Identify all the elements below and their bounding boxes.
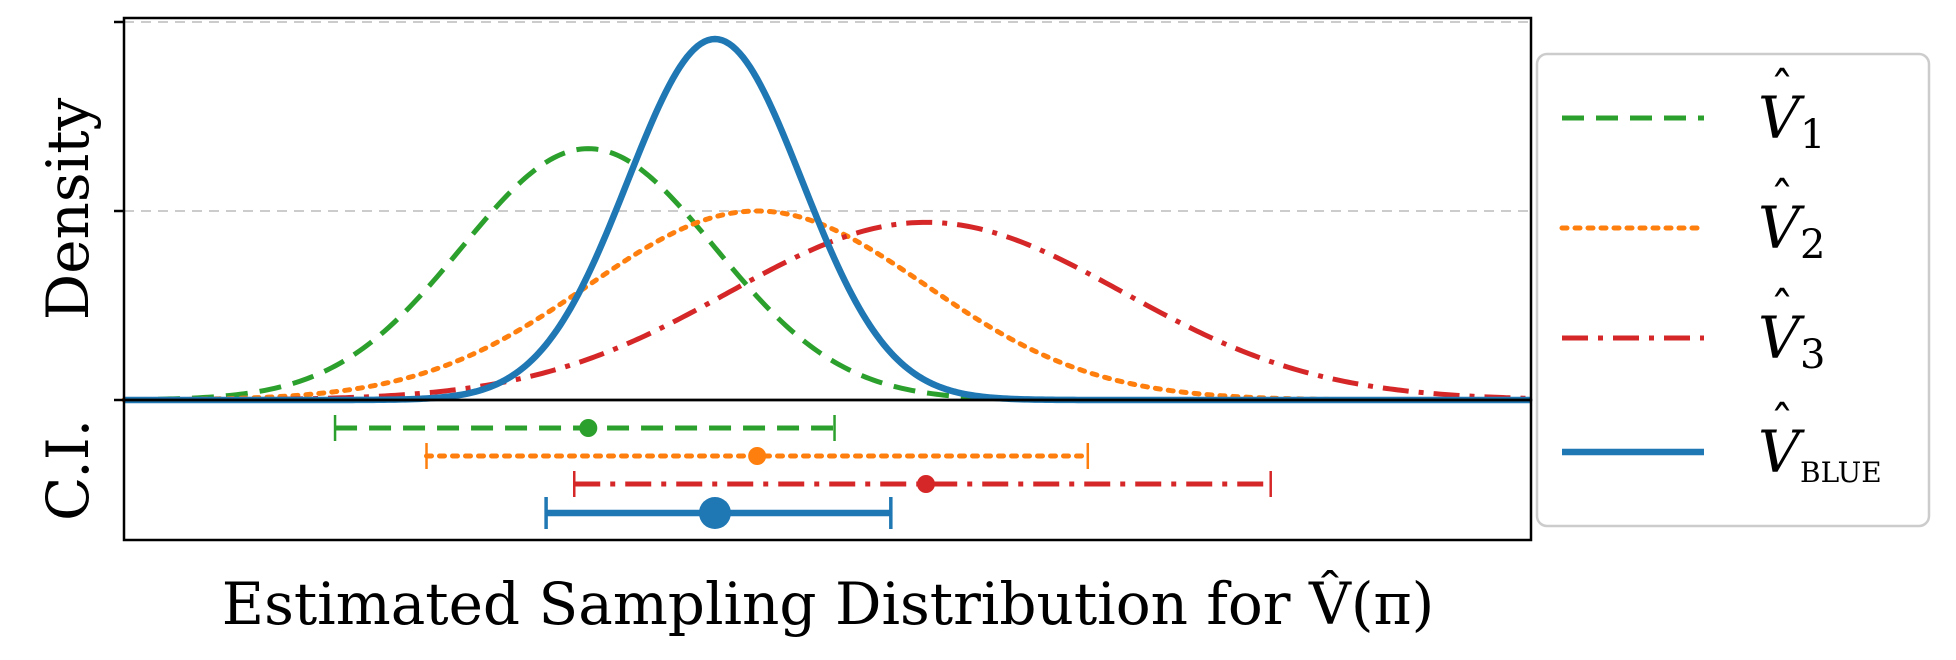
density-ylabel: Density xyxy=(34,97,102,320)
ci-point-v1 xyxy=(579,419,597,437)
ci-point-v3 xyxy=(917,475,935,493)
ci-panel: C.I. xyxy=(34,400,1531,540)
density-frame xyxy=(124,18,1531,400)
ci-bars xyxy=(335,415,1271,529)
ci-ylabel: C.I. xyxy=(34,419,102,521)
ci-point-vblue xyxy=(699,497,731,529)
ci-point-v2 xyxy=(748,447,766,465)
legend-sub-vblue: BLUE xyxy=(1800,456,1882,489)
legend-hat-v1: ˆ xyxy=(1770,62,1794,118)
legend-hat-v2: ˆ xyxy=(1770,172,1794,228)
xlabel: Estimated Sampling Distribution for V̂(π… xyxy=(222,569,1434,638)
legend-sub-v2: 2 xyxy=(1800,222,1825,268)
ci-vblue xyxy=(546,497,891,529)
legend-sub-v1: 1 xyxy=(1800,112,1825,158)
density-curve-vblue xyxy=(124,39,1531,400)
figure: Density C.I. Estimated Sampling Distribu… xyxy=(0,0,1956,660)
density-curves xyxy=(124,39,1531,400)
legend-sub-v3: 3 xyxy=(1800,332,1825,378)
legend-hat-v3: ˆ xyxy=(1770,282,1794,338)
density-panel: Density xyxy=(34,18,1531,400)
density-curve-v1 xyxy=(124,149,1531,400)
legend-hat-vblue: ˆ xyxy=(1770,396,1794,452)
ci-v3 xyxy=(574,471,1270,497)
ci-v1 xyxy=(335,415,834,441)
ci-v2 xyxy=(427,443,1088,469)
